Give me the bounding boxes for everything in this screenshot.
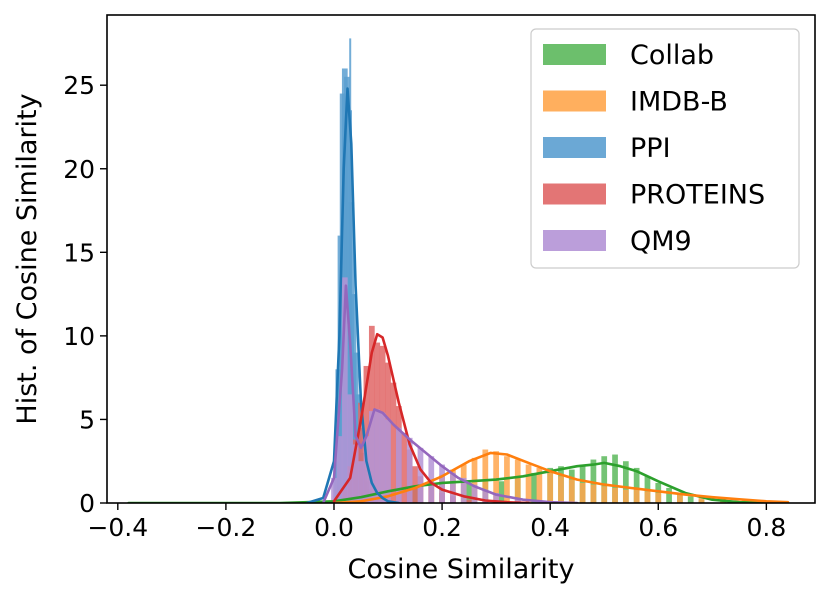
x-tick-label: 0.0 — [314, 513, 354, 542]
legend-item-ppi: PPI — [543, 133, 671, 164]
imdb-b-bar — [514, 459, 521, 503]
x-axis-label: Cosine Similarity — [348, 554, 575, 585]
plot-marks — [127, 38, 790, 503]
legend-label: PPI — [630, 133, 671, 164]
legend-item-qm9: QM9 — [543, 226, 692, 257]
x-tick-label: −0.4 — [87, 513, 148, 542]
imdb-b-bar — [536, 467, 543, 503]
qm9-bar — [358, 461, 364, 503]
imdb-b-bar — [504, 456, 510, 503]
x-axis-ticks: −0.4 −0.2 0.0 0.2 0.4 0.6 0.8 — [87, 503, 786, 542]
proteins-bar — [412, 466, 418, 503]
imdb-b-kde-line — [332, 451, 790, 503]
qm9-bar — [482, 489, 489, 503]
qm9-bar — [379, 412, 386, 503]
imdb-b-bar — [558, 476, 564, 503]
qm9-bar — [368, 411, 375, 503]
collab-bar — [531, 472, 537, 503]
qm9-bar — [471, 484, 478, 503]
imdb-b-bar — [622, 489, 629, 503]
qm9-bar — [417, 447, 424, 503]
y-tick-label: 0 — [79, 489, 95, 518]
qm9-bar — [352, 444, 359, 503]
y-tick-label: 20 — [63, 155, 95, 184]
collab-bar — [622, 461, 629, 503]
x-tick-label: 0.6 — [638, 513, 678, 542]
legend-swatch — [543, 90, 606, 112]
x-tick-label: 0.2 — [422, 513, 462, 542]
imdb-b-bar — [633, 489, 640, 503]
legend-swatch — [543, 183, 606, 205]
imdb-b-bar — [698, 496, 705, 503]
ppi-kde-line — [305, 87, 401, 503]
imdb-b-bar — [579, 482, 586, 503]
legend-label: QM9 — [630, 226, 692, 257]
collab-bar — [498, 481, 505, 503]
proteins-bar — [390, 382, 397, 503]
y-tick-label: 15 — [63, 238, 95, 267]
qm9-histogram — [331, 277, 543, 503]
imdb-b-bar — [482, 449, 489, 503]
collab-bar — [466, 482, 472, 503]
imdb-b-bar — [644, 491, 651, 503]
qm9-bar — [374, 409, 381, 503]
ppi-bar — [349, 38, 352, 503]
legend-swatch — [543, 230, 606, 251]
qm9-bar — [336, 436, 343, 503]
collab-bar — [666, 487, 672, 503]
qm9-bar — [341, 277, 348, 503]
qm9-bar — [347, 394, 354, 503]
imdb-b-bar — [568, 479, 575, 503]
proteins-bar — [466, 499, 472, 503]
legend-item-imdb-b: IMDB-B — [543, 87, 728, 118]
qm9-bar — [406, 437, 413, 503]
imdb-b-bar — [655, 492, 662, 503]
legend-swatch — [543, 44, 606, 65]
legend-label: IMDB-B — [630, 87, 728, 118]
qm9-bar — [460, 477, 467, 503]
y-axis-ticks: 0 5 10 15 20 25 — [63, 71, 107, 518]
legend-item-collab: Collab — [543, 40, 714, 71]
imdb-b-bar — [677, 494, 683, 503]
qm9-bar — [385, 419, 391, 503]
legend-label: Collab — [630, 40, 714, 71]
imdb-b-bar — [590, 484, 597, 503]
x-tick-label: −0.2 — [196, 513, 257, 542]
legend-label: PROTEINS — [630, 180, 765, 211]
x-tick-label: 0.4 — [530, 513, 570, 542]
y-axis-label: Hist. of Cosine Similarity — [12, 93, 43, 424]
collab-bar — [601, 456, 608, 503]
qm9-bar — [493, 492, 499, 503]
collab-bar — [633, 467, 640, 503]
qm9-bar — [331, 477, 337, 503]
imdb-b-bar — [525, 464, 532, 503]
x-tick-label: 0.8 — [746, 513, 786, 542]
qm9-kde-line — [321, 284, 579, 503]
y-tick-label: 10 — [63, 322, 95, 351]
qm9-bar — [514, 497, 521, 503]
legend-item-proteins: PROTEINS — [543, 180, 765, 211]
collab-bar — [687, 496, 694, 503]
legend-frame — [530, 28, 800, 269]
legend: Collab IMDB-B PPI PROTEINS QM9 — [530, 28, 800, 269]
y-tick-label: 5 — [79, 405, 95, 434]
imdb-b-bar — [601, 486, 608, 503]
imdb-b-bar — [547, 471, 554, 503]
collab-bar — [590, 459, 597, 503]
qm9-bar — [395, 427, 402, 503]
proteins-kde-line — [332, 332, 530, 503]
y-tick-label: 25 — [63, 71, 95, 100]
qm9-bar — [450, 472, 456, 503]
collab-bar — [612, 454, 618, 503]
proteins-bar — [401, 432, 408, 503]
imdb-b-bar — [493, 451, 499, 503]
proteins-bar — [358, 402, 364, 503]
qm9-bar — [363, 436, 370, 503]
legend-swatch — [543, 137, 606, 158]
imdb-b-bar — [612, 487, 618, 503]
plot-frame — [106, 14, 816, 504]
